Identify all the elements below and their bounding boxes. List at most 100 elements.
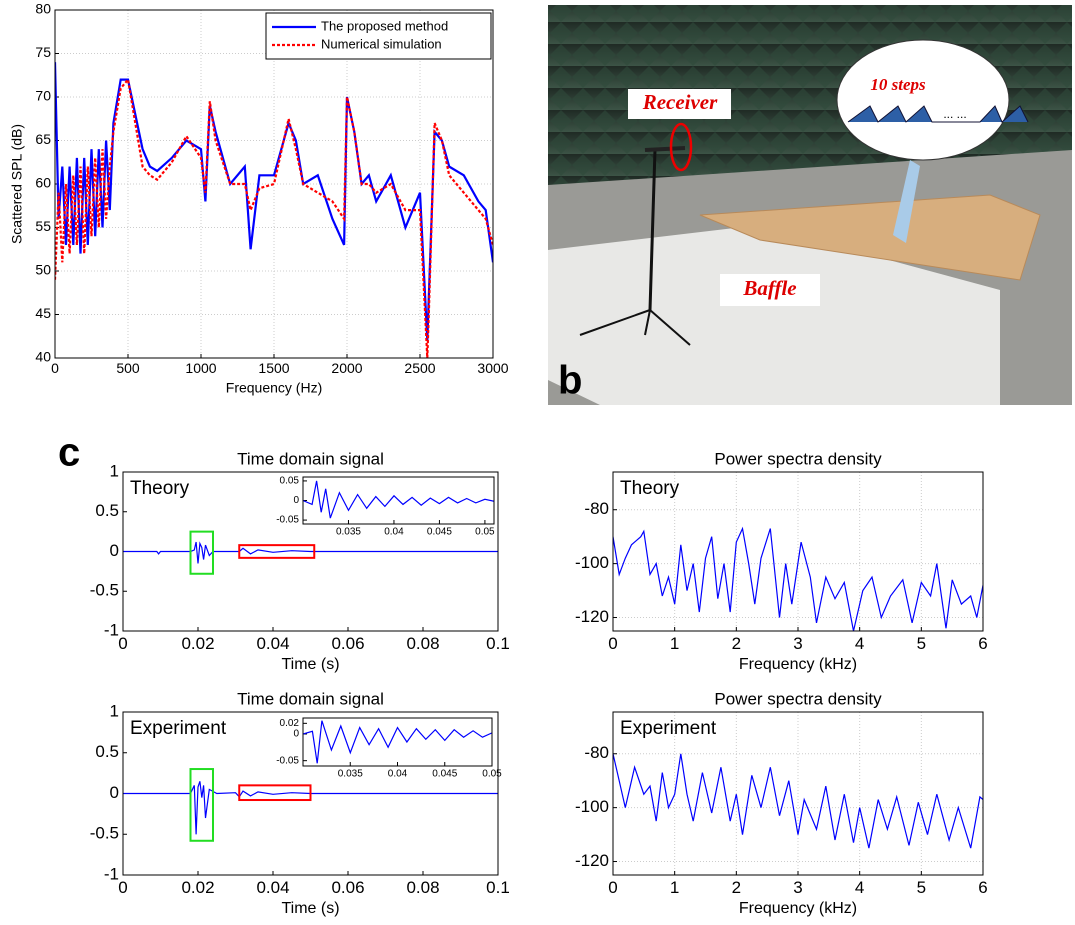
y-tick-label: 0	[110, 783, 119, 802]
y-tick-label: 70	[35, 88, 51, 104]
x-tick-label: 2	[732, 634, 741, 653]
chart: 0.035 0.04 0.045 0.05 -0.05 00.02	[276, 717, 502, 780]
y-tick-label: 65	[35, 131, 51, 147]
y-tick-label: 80	[35, 1, 51, 17]
x-tick-label: 0.035	[338, 769, 363, 780]
y-tick-label: -0.05	[276, 755, 299, 766]
highlight-box	[238, 784, 312, 802]
x-tick-label: 4	[855, 634, 864, 653]
y-axis-label: Scattered SPL (dB)	[9, 124, 25, 244]
x-tick-label: 0.02	[181, 878, 214, 897]
x-tick-label: 2500	[404, 360, 435, 376]
x-tick-label: 5	[917, 878, 926, 897]
y-tick-label: 0.05	[280, 476, 300, 487]
photo-stand	[648, 149, 657, 311]
photo-steps	[699, 194, 1041, 281]
data-line	[303, 720, 492, 764]
y-tick-label: -80	[584, 743, 609, 762]
x-tick-label: 3000	[477, 360, 508, 376]
y-tick-label: 55	[35, 218, 51, 234]
panel-label: b	[558, 359, 582, 403]
x-axis-label: Frequency (Hz)	[226, 380, 322, 396]
x-tick-label: 6	[978, 634, 987, 653]
y-tick-label: 1	[110, 461, 119, 480]
plot-area	[303, 718, 492, 766]
y-tick-label: -1	[104, 864, 119, 883]
y-tick-label: 0.5	[95, 501, 119, 520]
x-tick-label: 0.035	[336, 527, 361, 538]
y-tick-label: 60	[35, 175, 51, 191]
chart: 0.035 0.04 0.045 0.05 -0.05 0 0.05	[276, 476, 495, 538]
highlight-box	[189, 530, 214, 575]
annotation: Experiment	[620, 718, 717, 739]
y-tick-label: -0.5	[90, 824, 119, 843]
x-tick-label: 0	[118, 878, 127, 897]
y-tick-label: -80	[584, 499, 609, 518]
x-axis-label: Frequency (kHz)	[739, 656, 857, 673]
y-tick-label: -120	[575, 607, 609, 626]
chart-title: Power spectra density	[714, 449, 882, 468]
x-tick-label: 0.02	[181, 634, 214, 653]
annotation: Theory	[620, 478, 680, 499]
steps-label: 10 steps	[870, 75, 926, 94]
axes-frame	[122, 711, 499, 876]
highlight-box	[189, 768, 214, 842]
x-tick-label: 0.1	[486, 878, 510, 897]
x-tick-label: 1	[670, 634, 679, 653]
x-tick-label: 0	[608, 634, 617, 653]
x-tick-label: 0.05	[482, 769, 502, 780]
chart: 0 500 1000 1500 2000 2500 3000 40 45 50 55 60 65 70 75…	[9, 1, 509, 396]
x-tick-label: 0.045	[432, 769, 457, 780]
x-tick-label: 2	[732, 878, 741, 897]
x-tick-label: 6	[978, 878, 987, 897]
highlight-box	[238, 544, 316, 559]
x-tick-label: 0.08	[406, 878, 439, 897]
photo: Receiver Baffle 10 steps ... ...	[548, 5, 1072, 405]
steps-dots: ... ...	[943, 107, 966, 121]
x-tick-label: 3	[793, 878, 802, 897]
legend-box	[265, 12, 492, 60]
y-tick-label: 0	[110, 541, 119, 560]
y-tick-label: 1	[110, 701, 119, 720]
x-axis-label: Time (s)	[281, 656, 339, 673]
y-tick-label: 0.5	[95, 742, 119, 761]
annotation: Experiment	[130, 718, 227, 739]
x-axis-label: Time (s)	[281, 900, 339, 917]
y-tick-label: -120	[575, 851, 609, 870]
axes-frame	[612, 471, 984, 632]
y-tick-label: 0	[293, 495, 299, 506]
baffle-label: Baffle	[742, 276, 796, 300]
x-tick-label: 500	[116, 360, 140, 376]
x-tick-label: 0.06	[331, 634, 364, 653]
steps-profile	[847, 105, 1029, 123]
chart: 0 1 2 3 4 5 6 -120 -100 -80 Power spectra density F…	[575, 449, 988, 673]
axes-frame	[612, 711, 984, 876]
axes-frame	[302, 476, 495, 525]
data-line	[55, 62, 493, 341]
legend-label: Numerical simulation	[321, 36, 442, 51]
receiver-label-box	[628, 89, 731, 119]
photo-leg	[644, 309, 651, 336]
receiver-circle	[669, 122, 693, 172]
x-tick-label: 2000	[331, 360, 362, 376]
data-line	[613, 753, 983, 849]
legend-label: The proposed method	[321, 18, 448, 33]
x-tick-label: 0.1	[486, 634, 510, 653]
chart: 0 1 2 3 4 5 6 -120 -100 -80 Power spectra density F…	[575, 689, 988, 917]
chart-title: Power spectra density	[714, 689, 882, 708]
chart-title: Time domain signal	[237, 689, 384, 708]
panel-label: c	[58, 431, 80, 475]
x-tick-label: 0.04	[384, 527, 404, 538]
y-tick-label: -0.05	[276, 515, 299, 526]
x-tick-label: 1	[670, 878, 679, 897]
axes-frame	[122, 471, 499, 632]
annotation: Theory	[130, 478, 190, 499]
photo-leg	[649, 309, 691, 346]
photo-microphone	[644, 146, 686, 152]
x-tick-label: 3	[793, 634, 802, 653]
y-tick-label: 0.02	[280, 718, 300, 729]
x-tick-label: 0	[118, 634, 127, 653]
x-tick-label: 0	[608, 878, 617, 897]
y-tick-label: 75	[35, 44, 51, 60]
